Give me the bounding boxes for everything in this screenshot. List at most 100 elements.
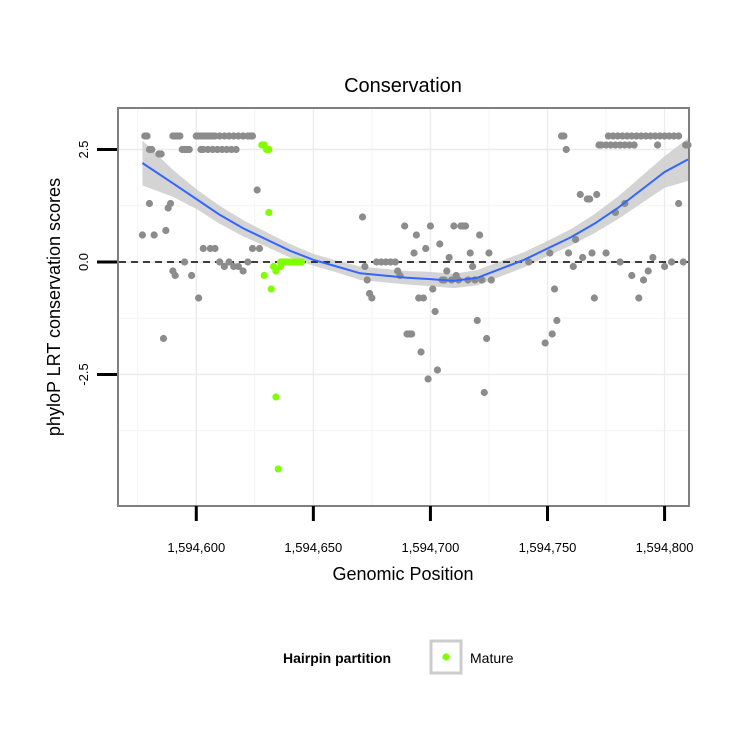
data-point-mature — [274, 465, 282, 473]
data-point-other — [225, 258, 233, 266]
legend-label-mature: Mature — [470, 650, 514, 666]
smooth-line — [141, 158, 689, 282]
data-point-mature — [298, 258, 306, 266]
data-point-other — [358, 213, 367, 221]
data-point-other — [660, 262, 669, 271]
data-point-other — [553, 316, 561, 325]
data-point-other — [410, 249, 418, 257]
data-point-other — [145, 199, 154, 208]
data-point-other — [649, 253, 657, 262]
data-point-other — [468, 262, 477, 271]
data-point-other — [560, 132, 568, 140]
data-point-other — [675, 199, 683, 208]
data-point-other — [408, 330, 416, 338]
data-point-other — [445, 253, 453, 262]
data-point-other — [550, 285, 559, 293]
data-point-other — [248, 244, 257, 253]
data-point-other — [653, 141, 662, 149]
data-point-other — [244, 258, 252, 266]
data-point-other — [487, 276, 495, 284]
data-point-mature — [272, 267, 280, 275]
data-point-other — [675, 132, 683, 140]
x-tick-label: 1,594,650 — [284, 540, 342, 555]
data-point-other — [248, 132, 257, 140]
data-point-other — [363, 276, 371, 284]
data-point-other — [253, 186, 261, 194]
data-point-mature — [265, 208, 273, 217]
data-point-other — [473, 316, 481, 325]
data-point-other — [450, 222, 458, 230]
data-point-other — [546, 249, 554, 257]
data-point-other — [572, 235, 580, 244]
data-point-other — [436, 240, 444, 248]
x-axis-ticks: 1,594,600 1,594,650 1,594,700 1,594,750 1,59… — [167, 506, 694, 555]
y-axis-ticks: 2.5 0.0 -2.5 — [76, 140, 117, 386]
data-point-other — [485, 249, 493, 257]
x-axis-title: Genomic Position — [332, 564, 473, 584]
data-point-other — [166, 199, 175, 208]
y-axis-title: phyloP LRT conservation scores — [44, 178, 64, 436]
data-point-other — [433, 366, 442, 374]
data-point-other — [525, 258, 533, 266]
data-point-other — [635, 294, 643, 302]
data-point-other — [216, 258, 224, 266]
data-point-other — [480, 388, 488, 397]
data-point-other — [239, 267, 247, 275]
data-point-other — [162, 226, 170, 235]
data-point-other — [628, 271, 636, 280]
data-point-other — [157, 150, 165, 158]
data-point-other — [593, 190, 601, 199]
data-point-other — [476, 231, 484, 239]
data-point-other — [185, 145, 193, 154]
x-tick-label: 1,594,600 — [167, 540, 225, 555]
chart-title: Conservation — [344, 75, 462, 97]
data-point-other — [150, 231, 158, 239]
data-point-other — [424, 375, 432, 383]
data-point-other — [588, 249, 596, 257]
data-point-other — [569, 262, 577, 271]
data-point-other — [148, 145, 156, 154]
data-point-other — [412, 231, 420, 239]
data-point-other — [232, 145, 240, 154]
x-tick-label: 1,594,700 — [402, 540, 460, 555]
data-point-other — [630, 141, 638, 149]
x-tick-label: 1,594,800 — [636, 540, 694, 555]
data-point-other — [426, 222, 435, 230]
data-point-other — [419, 294, 428, 302]
data-point-other — [431, 307, 439, 316]
data-point-other — [368, 294, 376, 302]
data-point-mature — [260, 271, 268, 280]
legend: Hairpin partition Mature — [283, 639, 514, 675]
data-point-other — [602, 249, 610, 257]
x-tick-label: 1,594,750 — [519, 540, 577, 555]
data-point-other — [401, 222, 409, 230]
data-point-other — [541, 339, 549, 347]
data-point-other — [564, 249, 573, 257]
y-tick-label: -2.5 — [76, 363, 91, 385]
points-mature-series — [258, 141, 306, 473]
data-point-other — [180, 258, 189, 266]
data-point-other — [211, 244, 219, 253]
plot-panel — [117, 107, 690, 507]
data-point-other — [143, 132, 151, 140]
data-point-other — [478, 276, 486, 284]
data-point-other — [548, 330, 556, 338]
data-point-other — [466, 249, 474, 257]
data-point-other — [644, 267, 652, 275]
points-other-series — [138, 132, 692, 397]
data-point-other — [576, 190, 584, 199]
data-point-other — [684, 141, 692, 149]
data-point-other — [616, 258, 624, 266]
data-point-other — [159, 334, 168, 343]
data-point-mature — [272, 393, 280, 401]
smooth-line-layer — [141, 158, 689, 282]
data-point-other — [579, 253, 587, 262]
data-point-other — [679, 258, 687, 266]
data-point-other — [483, 334, 491, 343]
data-point-other — [443, 267, 451, 275]
data-point-mature — [267, 285, 275, 293]
data-point-other — [461, 222, 470, 230]
data-point-other — [199, 244, 207, 253]
